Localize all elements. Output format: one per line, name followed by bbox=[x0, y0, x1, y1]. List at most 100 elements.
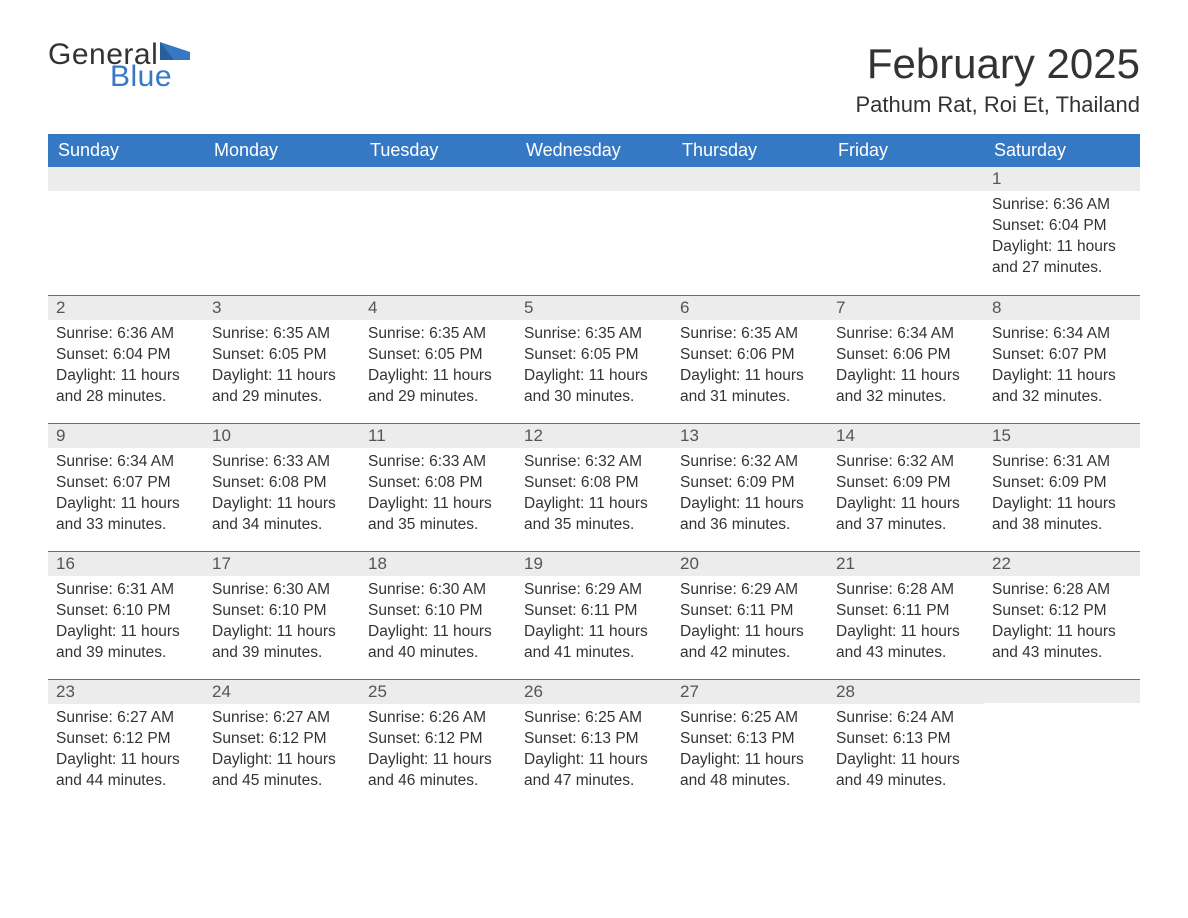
sunrise-text: Sunrise: 6:32 AM bbox=[680, 452, 820, 473]
day-details: Sunrise: 6:31 AMSunset: 6:09 PMDaylight:… bbox=[984, 448, 1140, 544]
day-details: Sunrise: 6:30 AMSunset: 6:10 PMDaylight:… bbox=[204, 576, 360, 672]
day-details: Sunrise: 6:26 AMSunset: 6:12 PMDaylight:… bbox=[360, 704, 516, 800]
sunrise-text: Sunrise: 6:31 AM bbox=[992, 452, 1132, 473]
day-details: Sunrise: 6:36 AMSunset: 6:04 PMDaylight:… bbox=[48, 320, 204, 416]
daylight-text: Daylight: 11 hours and 43 minutes. bbox=[836, 622, 976, 664]
day-number: 27 bbox=[672, 679, 828, 704]
day-number: 18 bbox=[360, 551, 516, 576]
daylight-text: Daylight: 11 hours and 46 minutes. bbox=[368, 750, 508, 792]
day-header: Wednesday bbox=[516, 134, 672, 167]
calendar-day: 19Sunrise: 6:29 AMSunset: 6:11 PMDayligh… bbox=[516, 551, 672, 679]
sunrise-text: Sunrise: 6:32 AM bbox=[524, 452, 664, 473]
day-number bbox=[516, 167, 672, 191]
sunrise-text: Sunrise: 6:30 AM bbox=[212, 580, 352, 601]
calendar-week: 2Sunrise: 6:36 AMSunset: 6:04 PMDaylight… bbox=[48, 295, 1140, 423]
daylight-text: Daylight: 11 hours and 38 minutes. bbox=[992, 494, 1132, 536]
sunrise-text: Sunrise: 6:32 AM bbox=[836, 452, 976, 473]
sunset-text: Sunset: 6:04 PM bbox=[56, 345, 196, 366]
day-details: Sunrise: 6:34 AMSunset: 6:07 PMDaylight:… bbox=[48, 448, 204, 544]
sunrise-text: Sunrise: 6:36 AM bbox=[992, 195, 1132, 216]
calendar-day: 2Sunrise: 6:36 AMSunset: 6:04 PMDaylight… bbox=[48, 295, 204, 423]
sunrise-text: Sunrise: 6:33 AM bbox=[368, 452, 508, 473]
daylight-text: Daylight: 11 hours and 31 minutes. bbox=[680, 366, 820, 408]
sunset-text: Sunset: 6:10 PM bbox=[212, 601, 352, 622]
calendar-day: 17Sunrise: 6:30 AMSunset: 6:10 PMDayligh… bbox=[204, 551, 360, 679]
sunrise-text: Sunrise: 6:34 AM bbox=[992, 324, 1132, 345]
calendar-body: 1Sunrise: 6:36 AMSunset: 6:04 PMDaylight… bbox=[48, 167, 1140, 807]
calendar-day: 7Sunrise: 6:34 AMSunset: 6:06 PMDaylight… bbox=[828, 295, 984, 423]
day-number: 25 bbox=[360, 679, 516, 704]
sunrise-text: Sunrise: 6:25 AM bbox=[680, 708, 820, 729]
sunset-text: Sunset: 6:12 PM bbox=[212, 729, 352, 750]
day-number: 3 bbox=[204, 295, 360, 320]
day-number bbox=[360, 167, 516, 191]
daylight-text: Daylight: 11 hours and 43 minutes. bbox=[992, 622, 1132, 664]
sunrise-text: Sunrise: 6:29 AM bbox=[524, 580, 664, 601]
day-number: 22 bbox=[984, 551, 1140, 576]
daylight-text: Daylight: 11 hours and 45 minutes. bbox=[212, 750, 352, 792]
sunset-text: Sunset: 6:09 PM bbox=[836, 473, 976, 494]
daylight-text: Daylight: 11 hours and 28 minutes. bbox=[56, 366, 196, 408]
sunset-text: Sunset: 6:09 PM bbox=[680, 473, 820, 494]
calendar-day: 16Sunrise: 6:31 AMSunset: 6:10 PMDayligh… bbox=[48, 551, 204, 679]
calendar-day: 3Sunrise: 6:35 AMSunset: 6:05 PMDaylight… bbox=[204, 295, 360, 423]
sunrise-text: Sunrise: 6:33 AM bbox=[212, 452, 352, 473]
sunrise-text: Sunrise: 6:35 AM bbox=[524, 324, 664, 345]
calendar-day: 24Sunrise: 6:27 AMSunset: 6:12 PMDayligh… bbox=[204, 679, 360, 807]
day-details: Sunrise: 6:33 AMSunset: 6:08 PMDaylight:… bbox=[360, 448, 516, 544]
daylight-text: Daylight: 11 hours and 48 minutes. bbox=[680, 750, 820, 792]
daylight-text: Daylight: 11 hours and 30 minutes. bbox=[524, 366, 664, 408]
day-number: 5 bbox=[516, 295, 672, 320]
calendar-day: 1Sunrise: 6:36 AMSunset: 6:04 PMDaylight… bbox=[984, 167, 1140, 295]
daylight-text: Daylight: 11 hours and 39 minutes. bbox=[56, 622, 196, 664]
calendar-day: 21Sunrise: 6:28 AMSunset: 6:11 PMDayligh… bbox=[828, 551, 984, 679]
day-details: Sunrise: 6:32 AMSunset: 6:08 PMDaylight:… bbox=[516, 448, 672, 544]
sunset-text: Sunset: 6:10 PM bbox=[56, 601, 196, 622]
day-number: 6 bbox=[672, 295, 828, 320]
calendar-day bbox=[516, 167, 672, 295]
calendar-week: 1Sunrise: 6:36 AMSunset: 6:04 PMDaylight… bbox=[48, 167, 1140, 295]
calendar-day: 5Sunrise: 6:35 AMSunset: 6:05 PMDaylight… bbox=[516, 295, 672, 423]
calendar-day: 6Sunrise: 6:35 AMSunset: 6:06 PMDaylight… bbox=[672, 295, 828, 423]
day-number: 7 bbox=[828, 295, 984, 320]
calendar-day bbox=[828, 167, 984, 295]
day-details: Sunrise: 6:31 AMSunset: 6:10 PMDaylight:… bbox=[48, 576, 204, 672]
calendar-day: 25Sunrise: 6:26 AMSunset: 6:12 PMDayligh… bbox=[360, 679, 516, 807]
day-details: Sunrise: 6:32 AMSunset: 6:09 PMDaylight:… bbox=[828, 448, 984, 544]
sunrise-text: Sunrise: 6:29 AM bbox=[680, 580, 820, 601]
sunrise-text: Sunrise: 6:35 AM bbox=[368, 324, 508, 345]
sunrise-text: Sunrise: 6:28 AM bbox=[992, 580, 1132, 601]
sunrise-text: Sunrise: 6:35 AM bbox=[212, 324, 352, 345]
day-details: Sunrise: 6:33 AMSunset: 6:08 PMDaylight:… bbox=[204, 448, 360, 544]
daylight-text: Daylight: 11 hours and 39 minutes. bbox=[212, 622, 352, 664]
day-number: 2 bbox=[48, 295, 204, 320]
day-header-row: SundayMondayTuesdayWednesdayThursdayFrid… bbox=[48, 134, 1140, 167]
daylight-text: Daylight: 11 hours and 27 minutes. bbox=[992, 237, 1132, 279]
calendar-day: 22Sunrise: 6:28 AMSunset: 6:12 PMDayligh… bbox=[984, 551, 1140, 679]
day-details: Sunrise: 6:35 AMSunset: 6:06 PMDaylight:… bbox=[672, 320, 828, 416]
sunset-text: Sunset: 6:11 PM bbox=[836, 601, 976, 622]
day-number: 21 bbox=[828, 551, 984, 576]
day-number: 15 bbox=[984, 423, 1140, 448]
calendar-day: 18Sunrise: 6:30 AMSunset: 6:10 PMDayligh… bbox=[360, 551, 516, 679]
daylight-text: Daylight: 11 hours and 42 minutes. bbox=[680, 622, 820, 664]
daylight-text: Daylight: 11 hours and 49 minutes. bbox=[836, 750, 976, 792]
day-number bbox=[828, 167, 984, 191]
sunset-text: Sunset: 6:13 PM bbox=[680, 729, 820, 750]
day-number: 20 bbox=[672, 551, 828, 576]
location-text: Pathum Rat, Roi Et, Thailand bbox=[855, 92, 1140, 118]
daylight-text: Daylight: 11 hours and 36 minutes. bbox=[680, 494, 820, 536]
day-details: Sunrise: 6:32 AMSunset: 6:09 PMDaylight:… bbox=[672, 448, 828, 544]
sunrise-text: Sunrise: 6:34 AM bbox=[836, 324, 976, 345]
logo: General Blue bbox=[48, 40, 190, 92]
day-details: Sunrise: 6:28 AMSunset: 6:12 PMDaylight:… bbox=[984, 576, 1140, 672]
calendar-week: 9Sunrise: 6:34 AMSunset: 6:07 PMDaylight… bbox=[48, 423, 1140, 551]
day-number: 24 bbox=[204, 679, 360, 704]
sunset-text: Sunset: 6:12 PM bbox=[56, 729, 196, 750]
day-number bbox=[672, 167, 828, 191]
daylight-text: Daylight: 11 hours and 37 minutes. bbox=[836, 494, 976, 536]
day-details: Sunrise: 6:34 AMSunset: 6:07 PMDaylight:… bbox=[984, 320, 1140, 416]
page-header: General Blue February 2025 Pathum Rat, R… bbox=[48, 40, 1140, 118]
day-details: Sunrise: 6:35 AMSunset: 6:05 PMDaylight:… bbox=[204, 320, 360, 416]
calendar-head: SundayMondayTuesdayWednesdayThursdayFrid… bbox=[48, 134, 1140, 167]
